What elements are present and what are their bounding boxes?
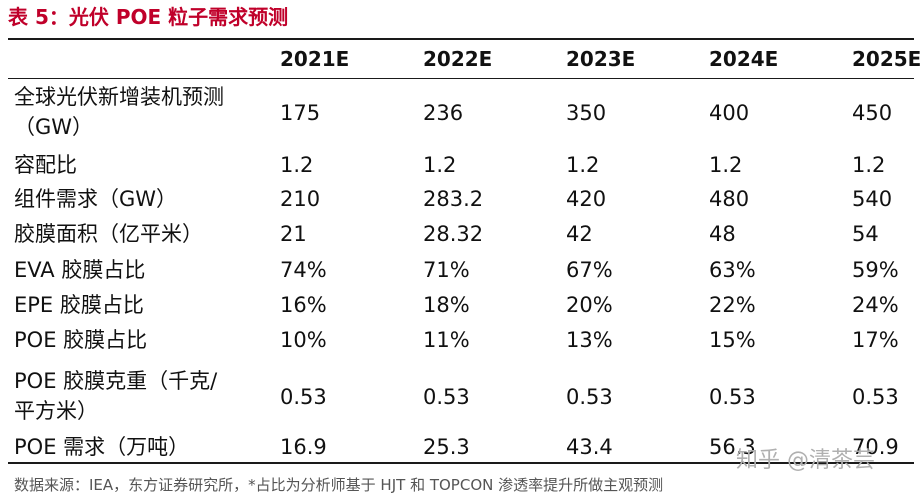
table-cell: 18% [423, 293, 470, 317]
header-rule [8, 78, 914, 79]
table-cell: 11% [423, 328, 470, 352]
column-header-2025: 2025E [852, 47, 920, 71]
table-cell: 15% [709, 328, 756, 352]
table-cell: 21 [280, 222, 307, 246]
row-label-line: EVA 胶膜占比 [14, 258, 146, 282]
table-cell: 1.2 [709, 153, 743, 177]
table-cell: 25.3 [423, 435, 470, 459]
row-label: EPE 胶膜占比 [14, 290, 144, 320]
table-cell: 48 [709, 222, 736, 246]
row-label-line: 胶膜面积（亿平米） [14, 222, 203, 246]
row-label-line: 全球光伏新增装机预测 [14, 85, 224, 109]
table-cell: 400 [709, 101, 750, 125]
table-cell: 0.53 [423, 385, 470, 409]
row-label-line: 平方米） [14, 399, 98, 423]
row-label: POE 胶膜克重（千克/平方米） [14, 366, 217, 426]
watermark: 知乎 @清茶芸 [736, 448, 875, 473]
table-cell: 480 [709, 187, 750, 211]
table-cell: 1.2 [280, 153, 314, 177]
table-cell: 74% [280, 258, 327, 282]
row-label: POE 需求（万吨） [14, 432, 189, 462]
table-cell: 1.2 [852, 153, 886, 177]
table-cell: 350 [566, 101, 607, 125]
column-header-2024: 2024E [709, 47, 779, 71]
table-cell: 0.53 [566, 385, 613, 409]
table-cell: 43.4 [566, 435, 613, 459]
table-cell: 0.53 [709, 385, 756, 409]
source-note: 数据来源：IEA，东方证券研究所，*占比为分析师基于 HJT 和 TOPCON … [14, 476, 664, 494]
table-cell: 10% [280, 328, 327, 352]
table-cell: 1.2 [423, 153, 457, 177]
column-header-2021: 2021E [280, 47, 350, 71]
table-cell: 42 [566, 222, 593, 246]
row-label-line: POE 需求（万吨） [14, 435, 190, 459]
row-label: 容配比 [14, 150, 77, 180]
table-cell: 16.9 [280, 435, 327, 459]
table-cell: 24% [852, 293, 899, 317]
table-cell: 283.2 [423, 187, 484, 211]
row-label: 胶膜面积（亿平米） [14, 219, 203, 249]
table-cell: 59% [852, 258, 899, 282]
row-label-line: 容配比 [14, 153, 77, 177]
row-label-line: POE 胶膜占比 [14, 328, 148, 352]
bottom-rule [8, 462, 914, 464]
table-title: 表 5：光伏 POE 粒子需求预测 [8, 5, 289, 29]
table-cell: 71% [423, 258, 470, 282]
row-label-line: （GW） [14, 115, 94, 139]
table-cell: 210 [280, 187, 321, 211]
table-cell: 175 [280, 101, 321, 125]
table-cell: 540 [852, 187, 893, 211]
table-cell: 54 [852, 222, 879, 246]
top-rule [8, 38, 914, 40]
row-label-line: 组件需求（GW） [14, 187, 178, 211]
table-cell: 22% [709, 293, 756, 317]
table-cell: 1.2 [566, 153, 600, 177]
row-label-line: EPE 胶膜占比 [14, 293, 144, 317]
table-cell: 13% [566, 328, 613, 352]
table-cell: 28.32 [423, 222, 484, 246]
row-label: EVA 胶膜占比 [14, 255, 145, 285]
table-cell: 67% [566, 258, 613, 282]
table-cell: 17% [852, 328, 899, 352]
table-cell: 236 [423, 101, 464, 125]
row-label: 全球光伏新增装机预测 （GW） [14, 82, 224, 142]
table-cell: 70.9 [852, 435, 899, 459]
table-cell: 0.53 [852, 385, 899, 409]
row-label-line: POE 胶膜克重（千克/ [14, 369, 218, 393]
table-cell: 450 [852, 101, 893, 125]
column-header-2022: 2022E [423, 47, 493, 71]
table-cell: 20% [566, 293, 613, 317]
row-label: POE 胶膜占比 [14, 325, 147, 355]
row-label: 组件需求（GW） [14, 184, 177, 214]
table-cell: 16% [280, 293, 327, 317]
column-header-2023: 2023E [566, 47, 636, 71]
table-cell: 420 [566, 187, 607, 211]
table-cell: 56.3 [709, 435, 756, 459]
table-cell: 0.53 [280, 385, 327, 409]
table-cell: 63% [709, 258, 756, 282]
